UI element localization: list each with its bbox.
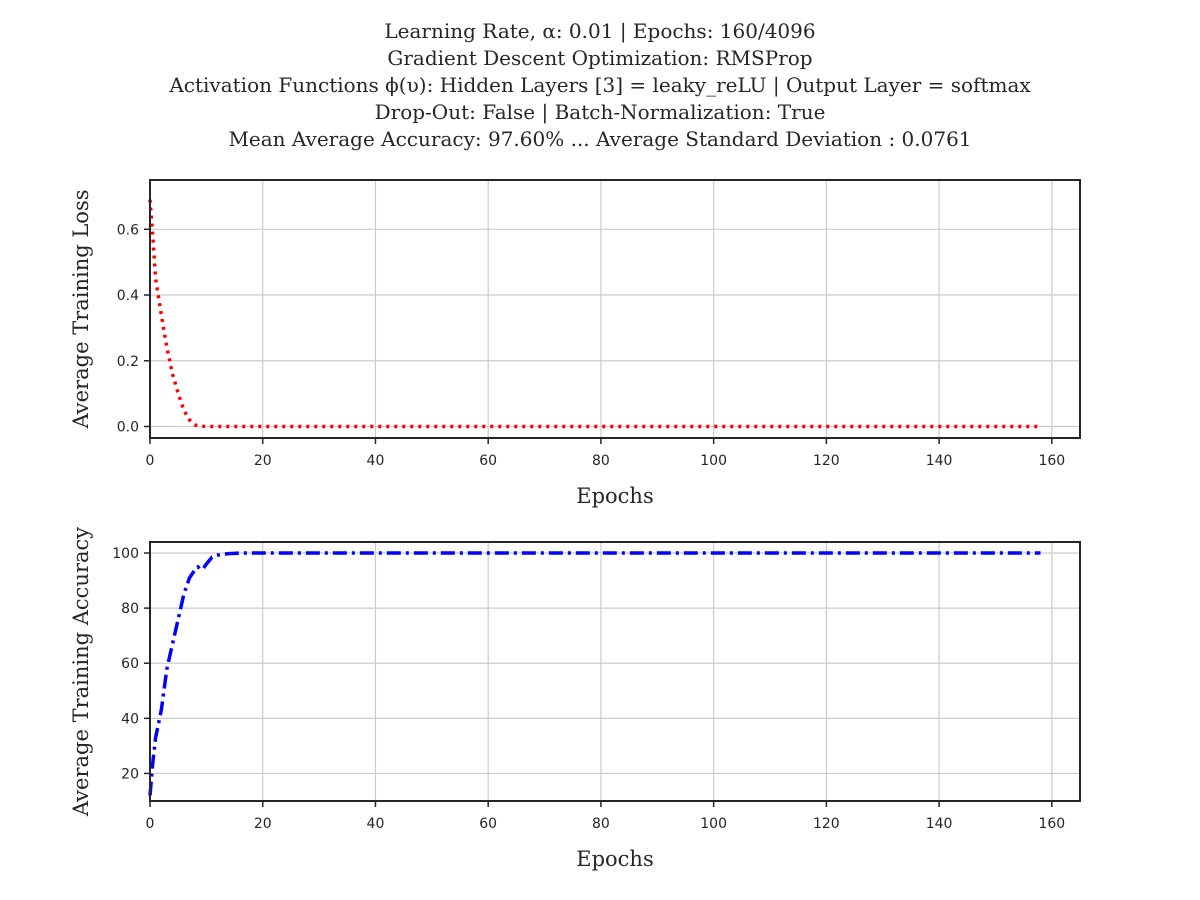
accuracy-xtick-label-0: 0 [146,816,155,832]
accuracy-xtick-label-40: 40 [367,816,385,832]
loss-series-line-0 [148,199,1041,429]
loss-xlabel: Epochs [576,484,653,508]
loss-xtick-label-160: 160 [1038,453,1065,469]
title-line-accuracy: Mean Average Accuracy: 97.60% ... Averag… [228,127,972,151]
accuracy-xlabel: Epochs [576,847,653,871]
accuracy-ytick-label-4: 100 [112,546,139,562]
accuracy-xtick-label-60: 60 [479,816,497,832]
accuracy-xtick-label-80: 80 [592,816,610,832]
accuracy-ytick-label-0: 20 [121,766,139,782]
loss-panel: 0 20 40 60 80 100 120 140 160 0.0 0.2 0.4 0.6 Epochs A… [69,179,1081,508]
loss-xtick-label-80: 80 [592,453,610,469]
accuracy-xtick-label-100: 100 [700,816,727,832]
loss-xtick-label-0: 0 [146,453,155,469]
figure-title: Learning Rate, α: 0.01 | Epochs: 160/409… [0,18,1200,153]
accuracy-ylabel: Average Training Accuracy [69,527,93,817]
loss-xtick-label-60: 60 [479,453,497,469]
loss-ytick-label-3: 0.6 [117,222,139,238]
accuracy-series-line-0 [148,551,1041,796]
loss-ytick-label-2: 0.4 [117,288,139,304]
loss-xtick-label-20: 20 [254,453,272,469]
accuracy-xtick-label-120: 120 [813,816,840,832]
loss-axes-frame [149,179,1081,439]
loss-ytick-label-0: 0.0 [117,419,139,435]
accuracy-xtick-label-160: 160 [1038,816,1065,832]
accuracy-xtick-label-140: 140 [926,816,953,832]
loss-ytick-label-1: 0.2 [117,354,139,370]
accuracy-xtick-label-20: 20 [254,816,272,832]
loss-ylabel: Average Training Loss [69,189,93,429]
title-line-activation: Activation Functions ϕ(υ): Hidden Layers… [169,73,1031,97]
accuracy-ytick-label-3: 80 [121,601,139,617]
accuracy-ytick-label-1: 40 [121,711,139,727]
accuracy-axes-frame [149,541,1081,802]
loss-xtick-label-40: 40 [367,453,385,469]
loss-xtick-label-120: 120 [813,453,840,469]
title-line-learning-rate: Learning Rate, α: 0.01 | Epochs: 160/409… [384,19,816,43]
title-line-dropout: Drop-Out: False | Batch-Normalization: T… [374,100,826,124]
accuracy-panel: 0 20 40 60 80 100 120 140 160 20 40 60 80 100 Epochs Av… [69,527,1081,871]
title-line-optimizer: Gradient Descent Optimization: RMSProp [387,46,813,70]
accuracy-ytick-label-2: 60 [121,656,139,672]
loss-xtick-label-140: 140 [926,453,953,469]
loss-xtick-label-100: 100 [700,453,727,469]
